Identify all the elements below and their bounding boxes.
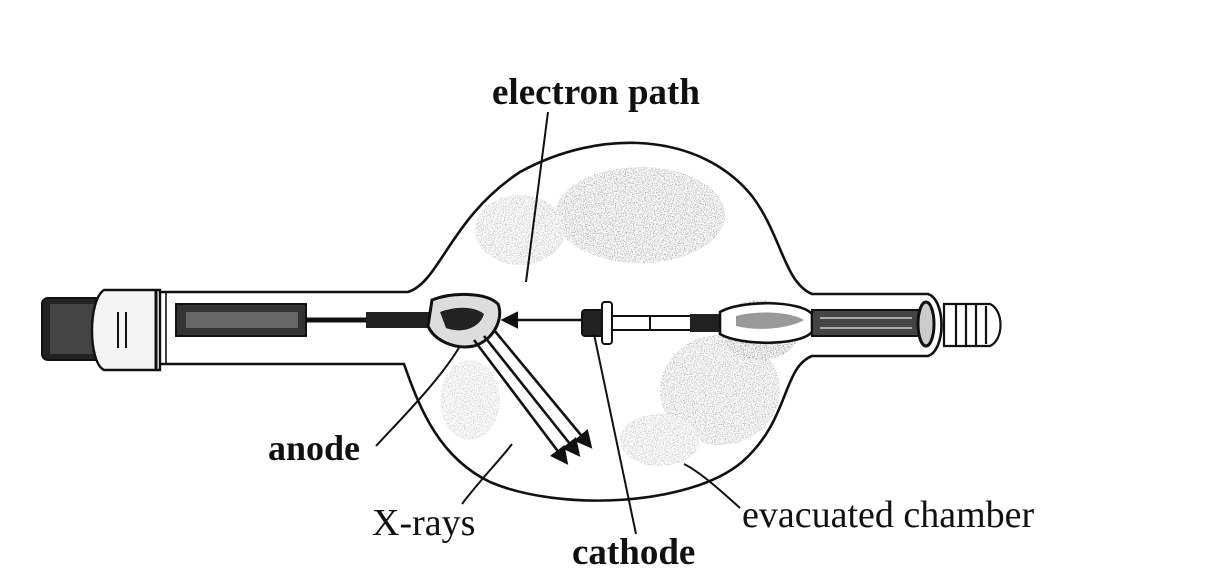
- pointer-xrays: [461, 443, 513, 505]
- bulb-shading: [440, 167, 800, 466]
- pointer-anode: [375, 345, 461, 447]
- label-evacuated-chamber: evacuated chamber: [742, 494, 1035, 536]
- label-xrays: X-rays: [372, 502, 476, 544]
- pointer-cathode: [593, 333, 637, 535]
- anode-assembly: [175, 292, 502, 349]
- tube-envelope: [148, 141, 943, 502]
- xray-beams: [472, 329, 593, 465]
- pointer-electron-path: [525, 111, 549, 283]
- pointer-evacuated-chamber: [683, 463, 741, 509]
- label-cathode: cathode: [572, 532, 696, 573]
- label-electron-path: electron path: [492, 72, 700, 113]
- label-pointers: [375, 111, 741, 535]
- label-anode: anode: [268, 428, 361, 468]
- right-terminal: [942, 302, 1002, 348]
- cathode-assembly: [581, 300, 936, 348]
- left-terminal: [41, 288, 167, 372]
